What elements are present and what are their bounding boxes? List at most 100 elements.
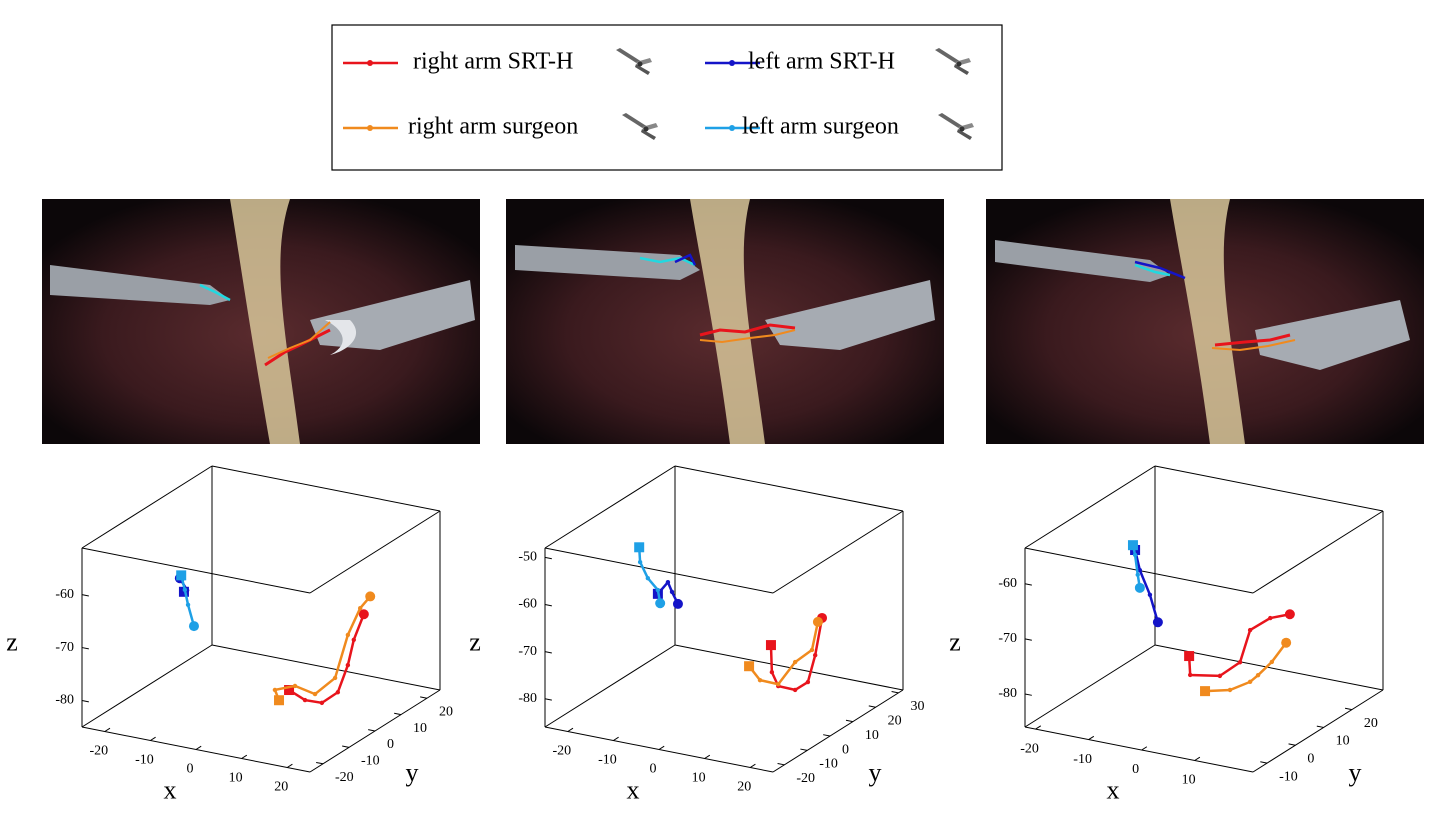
z-tick-label: -50 [518, 550, 537, 565]
start-marker [1127, 540, 1138, 551]
z-tick [81, 700, 89, 703]
x-tick-label: 20 [274, 780, 288, 795]
legend-label: right arm SRT-H [413, 49, 573, 75]
trajectory-point [1132, 552, 1138, 558]
x-tick [195, 745, 202, 750]
trajectory-point [776, 682, 781, 687]
axis-box-edge [1252, 689, 1384, 773]
axis-box-edge [674, 465, 904, 512]
trajectory-point [1269, 659, 1275, 665]
end-marker [358, 609, 369, 620]
z-tick [544, 651, 552, 654]
y-tick [368, 729, 376, 732]
x-tick [286, 763, 293, 768]
y-tick [316, 761, 324, 765]
y-tick-label: 30 [910, 699, 924, 714]
start-marker [1200, 686, 1211, 697]
z-tick-label: -60 [55, 587, 74, 602]
trajectory-point [332, 675, 338, 681]
y-tick [394, 712, 402, 716]
z-tick-label: -60 [518, 597, 537, 612]
trajectory-point [335, 690, 341, 695]
axis-box-edge [544, 547, 774, 594]
x-tick [1088, 735, 1095, 740]
y-tick-label: 10 [1336, 734, 1350, 749]
legend-label: left arm surgeon [742, 114, 899, 140]
x-tick-label: -10 [1073, 752, 1092, 767]
trajectory-point [792, 687, 798, 693]
axis-box-edge [544, 465, 676, 549]
trajectory-point [655, 587, 661, 593]
z-tick-label: -80 [55, 693, 74, 708]
x-tick [241, 754, 248, 759]
legend-label: left arm SRT-H [748, 49, 895, 75]
trajectory-point [292, 683, 298, 689]
end-marker [672, 598, 683, 609]
start-marker [634, 542, 645, 553]
axis-box-edge [1024, 465, 1156, 549]
x-tick-label: -20 [552, 744, 571, 759]
z-axis-label: z [6, 627, 18, 656]
x-tick [567, 727, 574, 732]
y-tick-label: -20 [335, 770, 354, 785]
trajectory [748, 621, 820, 686]
z-axis-label: z [469, 627, 481, 656]
video-frame [986, 199, 1424, 444]
x-tick [613, 736, 619, 741]
y-tick [1260, 761, 1268, 764]
z-tick [544, 698, 552, 701]
axis-box-edge [772, 689, 904, 773]
trajectory-point [1247, 627, 1253, 633]
axis-box-edge [544, 644, 676, 728]
axis-box-edge [211, 465, 441, 512]
trajectory-point [1187, 672, 1193, 678]
end-marker [812, 616, 823, 627]
plot-3d: -20 -10 0 10 20 -20 -10 0 10 20 30 -80 -70 -60 -50 x y z [469, 465, 924, 804]
axis-box-edge [1024, 644, 1156, 728]
axis-box-edge [1024, 726, 1254, 773]
start-marker [176, 570, 187, 581]
trajectory [273, 595, 372, 701]
video-frames [42, 199, 1424, 444]
x-tick-label: 20 [737, 780, 751, 795]
y-tick [1344, 707, 1353, 711]
x-tick [1141, 746, 1148, 751]
y-axis-label: y [406, 758, 419, 787]
trajectory-point [345, 632, 351, 638]
end-marker [655, 598, 666, 609]
trajectory-point [272, 687, 278, 693]
y-tick [420, 696, 428, 699]
z-tick-label: -70 [998, 631, 1017, 646]
legend: right arm SRT-H left arm SRT-H right arm s… [331, 24, 1003, 171]
y-tick-label: 20 [439, 704, 453, 719]
y-axis-label: y [869, 758, 882, 787]
trajectory-point [1247, 679, 1253, 685]
axis-box-edge [211, 644, 441, 691]
x-tick-label: -20 [1020, 741, 1039, 756]
trajectory-point [319, 700, 325, 706]
x-tick-label: -10 [598, 753, 617, 768]
x-tick [749, 763, 756, 768]
y-tick [823, 734, 831, 737]
end-marker [1134, 582, 1145, 593]
legend-box [331, 24, 1003, 171]
start-marker [765, 640, 776, 651]
trajectory-point [1135, 572, 1140, 577]
legend-marker [729, 60, 735, 66]
x-tick-label: 0 [650, 762, 657, 777]
x-tick [150, 736, 156, 741]
trajectory-point [1268, 615, 1273, 621]
x-tick [1194, 756, 1201, 761]
trajectory [1204, 641, 1288, 693]
axis-box-edge [81, 465, 213, 549]
trajectory [1133, 549, 1160, 623]
x-axis-label: x [1107, 775, 1120, 804]
legend-label: right arm surgeon [408, 114, 578, 140]
x-tick [104, 727, 111, 732]
trajectory-point [1147, 592, 1153, 597]
trajectory-point [665, 579, 671, 585]
y-tick [342, 745, 350, 748]
z-tick [544, 556, 552, 560]
trajectory-point [812, 653, 818, 658]
